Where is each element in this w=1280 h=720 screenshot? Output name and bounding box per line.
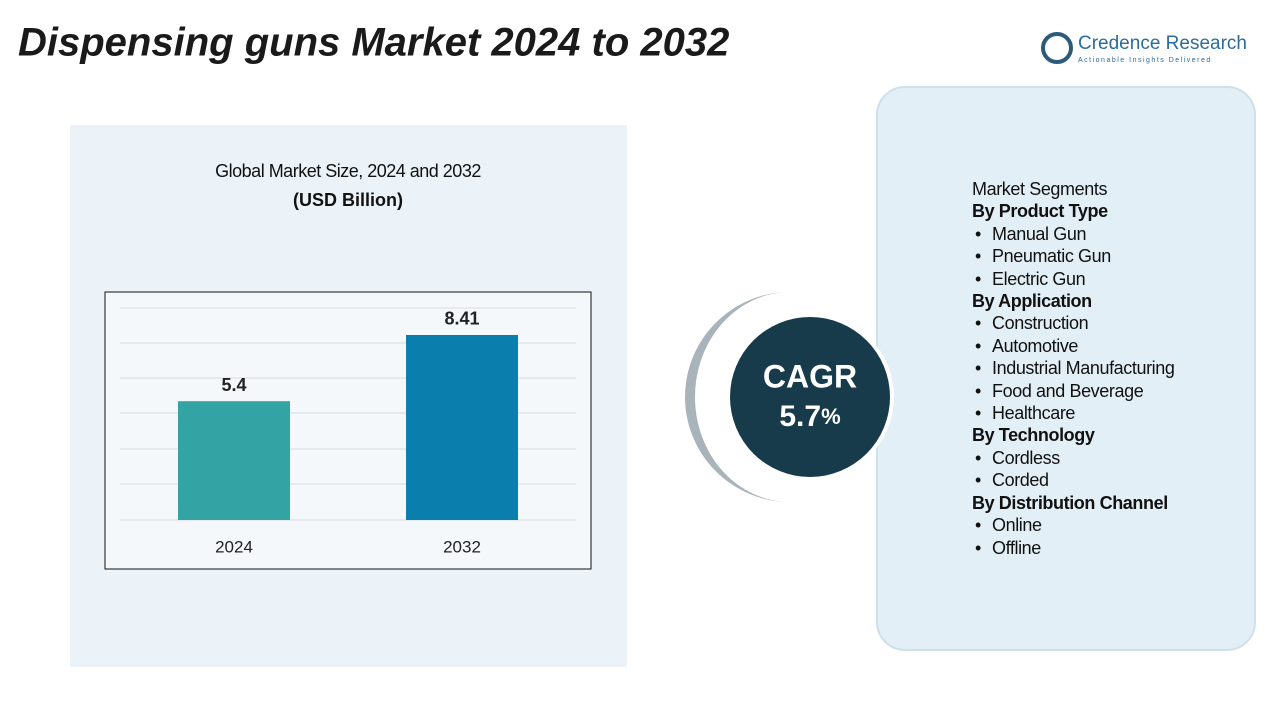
value-label: 8.41 xyxy=(444,309,479,329)
segment-item: Food and Beverage xyxy=(972,380,1175,403)
segment-item: Online xyxy=(972,514,1175,537)
segment-item: Corded xyxy=(972,469,1175,492)
page-title: Dispensing guns Market 2024 to 2032 xyxy=(18,21,729,65)
chart-title: Global Market Size, 2024 and 2032 xyxy=(215,161,481,181)
segment-item: Construction xyxy=(972,312,1175,335)
segment-group: By Technology xyxy=(972,425,1095,446)
x-tick-label: 2032 xyxy=(443,537,481,556)
segment-item: Automotive xyxy=(972,335,1175,358)
logo-name: Credence Research xyxy=(1078,33,1247,54)
chart-subtitle: (USD Billion) xyxy=(293,190,403,210)
x-tick-label: 2024 xyxy=(215,537,253,556)
segment-item: Industrial Manufacturing xyxy=(972,357,1175,380)
bar xyxy=(406,334,518,520)
cagr-value: 5.7 xyxy=(779,400,821,433)
chart-frame xyxy=(104,291,592,570)
segment-item: Cordless xyxy=(972,447,1175,470)
logo-tagline: Actionable Insights Delivered xyxy=(1078,57,1212,64)
segment-item: Offline xyxy=(972,537,1175,560)
segment-group: By Distribution Channel xyxy=(972,492,1168,513)
segments-title: Market Segments xyxy=(972,179,1108,199)
bar xyxy=(178,401,290,520)
segment-group: By Application xyxy=(972,291,1092,312)
segment-item: Pneumatic Gun xyxy=(972,245,1175,268)
logo-icon xyxy=(1041,32,1073,64)
cagr-circle xyxy=(730,317,890,477)
segment-group: By Product Type xyxy=(972,201,1108,222)
segment-item: Electric Gun xyxy=(972,268,1175,291)
cagr-label: CAGR xyxy=(763,358,857,394)
value-label: 5.4 xyxy=(221,375,246,395)
segment-item: Manual Gun xyxy=(972,223,1175,246)
cagr-value-text: 5.7% xyxy=(779,400,840,433)
cagr-unit: % xyxy=(821,404,841,429)
segment-item: Healthcare xyxy=(972,402,1175,425)
